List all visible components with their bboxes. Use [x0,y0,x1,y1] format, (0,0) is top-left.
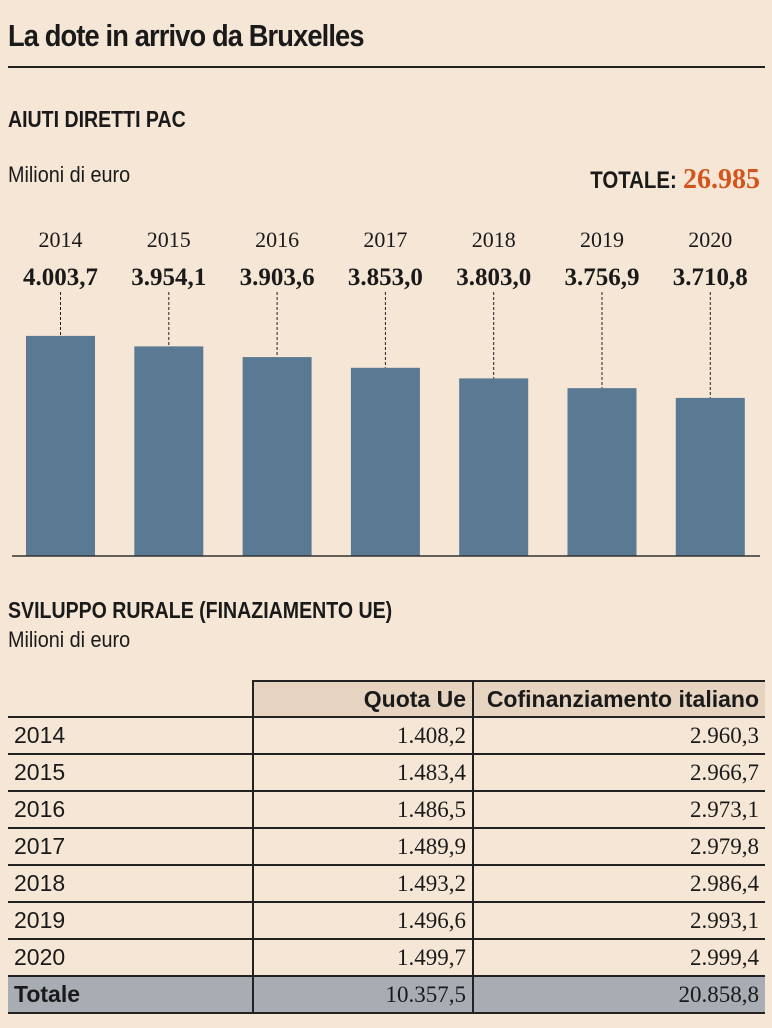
quota-ue-cell: 1.483,4 [252,754,473,792]
quota-ue-cell: 1.496,6 [252,902,473,940]
table-row: 2018 1.493,2 2.986,4 [8,865,765,903]
cofinanziamento-cell: 2.966,7 [472,754,765,792]
header-cofinanziamento: Cofinanziamento italiano [472,680,765,718]
year-cell: 2018 [8,865,253,903]
table-row: 2015 1.483,4 2.966,7 [8,754,765,792]
bar-2017 [350,367,420,556]
data-label: 3.853,0 [348,264,423,291]
data-label: 3.803,0 [456,264,531,291]
quota-ue-cell: 1.486,5 [252,791,473,829]
x-tick-label: 2014 [39,227,83,252]
bar-2020 [675,397,745,556]
header-quota-ue: Quota Ue [252,680,473,718]
total-cofinanziamento: 20.858,8 [472,976,765,1014]
table-row: 2016 1.486,5 2.973,1 [8,791,765,829]
x-tick-label: 2018 [472,227,516,252]
year-cell: 2016 [8,791,253,829]
quota-ue-cell: 1.408,2 [252,717,473,755]
table-row: 2017 1.489,9 2.979,8 [8,828,765,866]
table-row: 2019 1.496,6 2.993,1 [8,902,765,940]
data-label: 3.954,1 [131,264,206,291]
table-row: 2020 1.499,7 2.999,4 [8,939,765,977]
quota-ue-cell: 1.489,9 [252,828,473,866]
cofinanziamento-cell: 2.993,1 [472,902,765,940]
chart-unit: Milioni di euro [8,162,131,187]
bar-2015 [134,346,204,556]
x-tick-label: 2020 [688,227,732,252]
x-tick-label: 2017 [363,227,407,252]
cofinanziamento-cell: 2.986,4 [472,865,765,903]
rural-development-table: Quota Ue Cofinanziamento italiano 2014 1.… [8,680,765,1014]
data-label: 3.756,9 [565,264,640,291]
data-label: 3.903,6 [240,264,315,291]
x-tick-label: 2019 [580,227,624,252]
chart-title: AIUTI DIRETTI PAC [8,106,186,132]
year-cell: 2015 [8,754,253,792]
table-header-row: Quota Ue Cofinanziamento italiano [8,680,765,718]
cofinanziamento-cell: 2.979,8 [472,828,765,866]
table-row: 2014 1.408,2 2.960,3 [8,717,765,755]
bar-2014 [26,335,95,556]
table-total-row: Totale 10.357,5 20.858,8 [8,976,765,1014]
page-title: La dote in arrivo da Bruxelles [8,18,365,53]
chart-total: TOTALE: 26.985 [575,164,760,196]
bar-2019 [567,388,637,556]
x-tick-label: 2015 [147,227,191,252]
quota-ue-cell: 1.499,7 [252,939,473,977]
bar-2016 [242,357,312,556]
year-cell: 2014 [8,717,253,755]
cofinanziamento-cell: 2.999,4 [472,939,765,977]
cofinanziamento-cell: 2.960,3 [472,717,765,755]
title-rule [8,66,765,68]
year-cell: 2017 [8,828,253,866]
cofinanziamento-cell: 2.973,1 [472,791,765,829]
bar-2018 [459,378,529,556]
quota-ue-cell: 1.493,2 [252,865,473,903]
bar-chart: 2014 4.003,7 2015 3.954,1 2016 3.903,6 2017 3.8… [12,227,760,557]
x-tick-label: 2016 [255,227,299,252]
table-unit: Milioni di euro [8,627,131,652]
data-label: 4.003,7 [23,264,98,291]
year-cell: 2019 [8,902,253,940]
total-quota-ue: 10.357,5 [252,976,473,1014]
data-label: 3.710,8 [673,264,748,291]
total-value: 26.985 [683,164,760,195]
year-cell: 2020 [8,939,253,977]
total-label: TOTALE: [589,167,677,194]
header-cell [8,681,253,718]
table-title: SVILUPPO RURALE (FINAZIAMENTO UE) [8,597,393,623]
total-label-cell: Totale [8,976,253,1014]
